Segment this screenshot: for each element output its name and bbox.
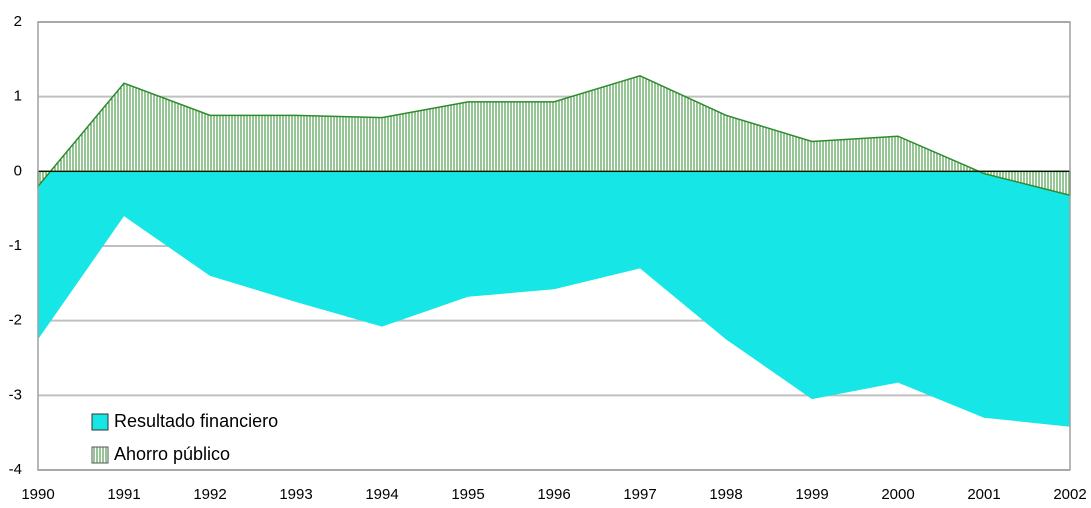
legend-label: Ahorro público (114, 444, 230, 464)
y-tick-label: -3 (9, 386, 22, 403)
y-tick-label: -4 (9, 461, 22, 478)
x-tick-label: 2002 (1053, 486, 1086, 503)
x-tick-label: 1993 (279, 486, 312, 503)
legend-swatch (91, 413, 109, 431)
legend-label: Resultado financiero (114, 411, 278, 431)
legend-swatch (91, 446, 109, 464)
x-tick-label: 1991 (107, 486, 140, 503)
y-tick-label: -1 (9, 237, 22, 254)
x-tick-label: 1996 (537, 486, 570, 503)
x-tick-label: 1994 (365, 486, 398, 503)
x-tick-label: 2000 (881, 486, 914, 503)
x-tick-label: 2001 (967, 486, 1000, 503)
y-tick-label: 2 (14, 13, 22, 30)
x-tick-label: 1992 (193, 486, 226, 503)
x-tick-label: 1997 (623, 486, 656, 503)
y-tick-label: -2 (9, 312, 22, 329)
y-tick-label: 1 (14, 88, 22, 105)
area (37, 74, 1071, 197)
x-tick-label: 1998 (709, 486, 742, 503)
y-tick-label: 0 (14, 162, 22, 179)
x-tick-label: 1995 (451, 486, 484, 503)
plot-border (37, 21, 1071, 471)
area (38, 171, 1070, 427)
x-tick-label: 1990 (21, 486, 54, 503)
x-tick-label: 1999 (795, 486, 828, 503)
